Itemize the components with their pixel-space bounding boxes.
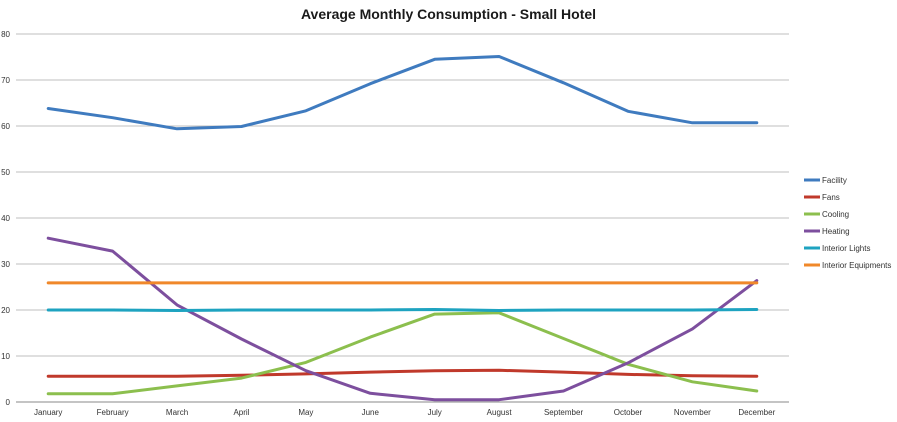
series-line-facility — [46, 55, 759, 131]
y-tick-label: 70 — [1, 76, 10, 85]
x-tick-label: July — [428, 408, 442, 417]
x-tick-label: May — [298, 408, 313, 417]
series-lines — [46, 55, 759, 402]
y-tick-label: 30 — [1, 260, 10, 269]
x-tick-label: November — [674, 408, 711, 417]
y-tick-label: 10 — [1, 352, 10, 361]
gridlines — [16, 33, 789, 403]
y-tick-label: 80 — [1, 30, 10, 39]
x-tick-label: February — [97, 408, 129, 417]
x-tick-label: October — [614, 408, 643, 417]
legend: Facility Fans Cooling Heating Interior Light… — [804, 176, 891, 270]
legend-label-cooling: Cooling — [822, 210, 849, 219]
y-tick-label: 40 — [1, 214, 10, 223]
x-tick-label: March — [166, 408, 188, 417]
series-line-interior-lights — [46, 308, 759, 312]
legend-label-fans: Fans — [822, 193, 840, 202]
series-line-fans — [46, 368, 759, 378]
y-axis-ticks: 0 10 20 30 40 50 60 70 80 — [1, 30, 10, 407]
x-tick-label: June — [362, 408, 380, 417]
legend-label-facility: Facility — [822, 176, 847, 185]
y-tick-label: 50 — [1, 168, 10, 177]
legend-label-interior-equipments: Interior Equipments — [822, 261, 891, 270]
y-tick-label: 20 — [1, 306, 10, 315]
y-tick-label: 60 — [1, 122, 10, 131]
x-tick-label: August — [487, 408, 513, 417]
x-axis-ticks: January February March April May June July Augu… — [34, 408, 776, 417]
legend-label-heating: Heating — [822, 227, 850, 236]
series-line-cooling — [46, 311, 759, 396]
y-tick-label: 0 — [6, 398, 11, 407]
legend-label-interior-lights: Interior Lights — [822, 244, 870, 253]
x-tick-label: January — [34, 408, 62, 417]
x-tick-label: December — [738, 408, 775, 417]
chart-title: Average Monthly Consumption - Small Hote… — [300, 6, 597, 22]
series-line-heating — [46, 236, 759, 402]
x-tick-label: April — [233, 408, 249, 417]
x-tick-label: September — [544, 408, 583, 417]
